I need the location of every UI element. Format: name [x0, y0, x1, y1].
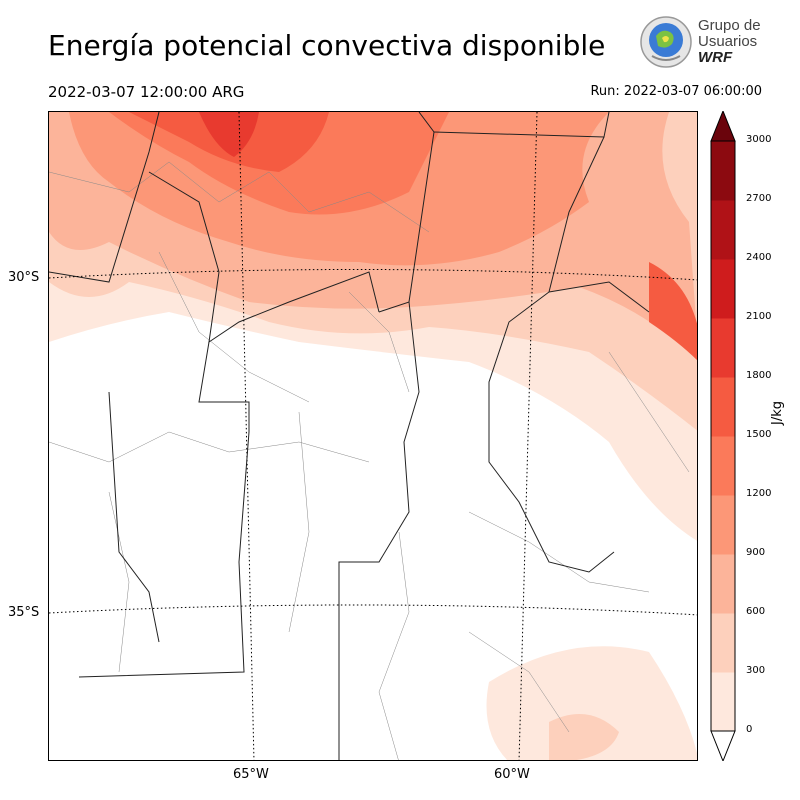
colorbar-segment — [711, 495, 735, 555]
colorbar-tick-label: 3000 — [746, 134, 772, 145]
colorbar-tick-label: 1500 — [746, 429, 772, 440]
colorbar-segment — [711, 377, 735, 437]
colorbar-tick-label: 2100 — [746, 311, 772, 322]
colorbar-segments — [710, 109, 736, 763]
cape-fill — [49, 112, 697, 760]
colorbar-segment — [711, 200, 735, 260]
logo-line-3: WRF — [698, 49, 733, 66]
colorbar-extend-max — [710, 109, 736, 142]
colorbar-tick-label: 0 — [746, 724, 753, 735]
colorbar-tick-label: 2400 — [746, 252, 772, 263]
logo-line-1: Grupo de — [698, 17, 761, 34]
lat-label-30s: 30°S — [8, 270, 40, 285]
colorbar-tick-label: 900 — [746, 547, 766, 558]
colorbar-segment — [711, 554, 735, 614]
colorbar-segment — [711, 141, 735, 201]
map-title: Energía potencial convectiva disponible — [48, 29, 606, 62]
logo-text: Grupo de Usuarios WRF — [698, 18, 761, 66]
valid-time: 2022-03-07 12:00:00 ARG — [48, 83, 245, 101]
colorbar — [710, 109, 736, 763]
colorbar-segment — [711, 672, 735, 732]
logo-line-2: Usuarios — [698, 33, 758, 50]
graticule — [49, 112, 697, 760]
colorbar-segment — [711, 613, 735, 673]
wrf-users-logo: Grupo de Usuarios WRF — [638, 14, 768, 74]
lon-label-60w: 60°W — [494, 767, 530, 782]
colorbar-tick-label: 1200 — [746, 488, 772, 499]
colorbar-tick-label: 1800 — [746, 370, 772, 381]
colorbar-segment — [711, 259, 735, 319]
colorbar-segment — [711, 436, 735, 496]
colorbar-segment — [711, 318, 735, 378]
lat-label-35s: 35°S — [8, 605, 40, 620]
province-boundaries — [49, 112, 650, 760]
colorbar-outline — [710, 140, 736, 732]
map-canvas — [49, 112, 697, 760]
lon-label-65w: 65°W — [233, 767, 269, 782]
colorbar-tick-label: 600 — [746, 606, 766, 617]
colorbar-tick-label: 300 — [746, 665, 766, 676]
globe-icon — [640, 16, 692, 68]
cape-map — [48, 111, 698, 761]
colorbar-extend-min — [710, 730, 736, 763]
department-boundaries — [49, 161, 690, 760]
colorbar-tick-label: 2700 — [746, 193, 772, 204]
colorbar-svg — [710, 109, 736, 763]
run-time: Run: 2022-03-07 06:00:00 — [590, 84, 762, 99]
colorbar-unit: J/kg — [770, 401, 785, 425]
